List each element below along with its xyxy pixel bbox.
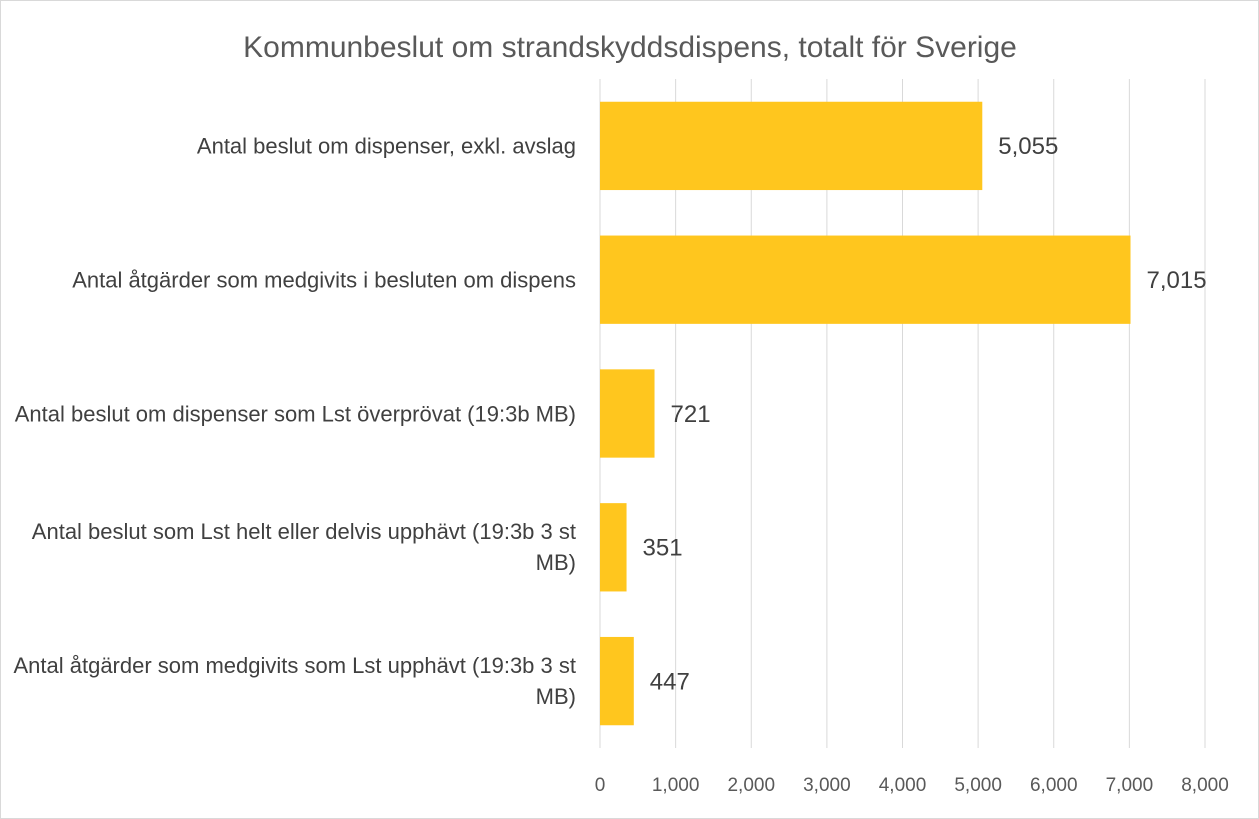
value-label: 7,015: [1147, 267, 1207, 294]
category-label: Antal beslut som Lst helt eller delvis u…: [31, 519, 576, 576]
x-tick-label: 2,000: [727, 775, 775, 796]
value-label: 447: [650, 668, 690, 695]
x-tick-label: 6,000: [1030, 775, 1078, 796]
chart-title: Kommunbeslut om strandskyddsdispens, tot…: [243, 31, 1017, 64]
category-label: Antal beslut om dispenser, exkl. avslag: [196, 133, 576, 159]
category-label: Antal åtgärder som medgivits som Lst upp…: [13, 653, 576, 710]
category-label: Antal beslut om dispenser som Lst överpr…: [14, 401, 576, 426]
x-tick-label: 5,000: [954, 775, 1002, 796]
bar: [600, 235, 1131, 324]
value-label: 5,055: [998, 133, 1058, 160]
category-label: Antal åtgärder som medgivits i besluten …: [72, 267, 576, 293]
x-tick-label: 8,000: [1181, 775, 1229, 796]
value-label: 351: [643, 535, 683, 562]
bar: [600, 101, 983, 191]
bar: [600, 503, 627, 592]
x-tick-label: 4,000: [879, 775, 927, 796]
bar: [600, 636, 634, 726]
bar: [600, 369, 655, 458]
x-tick-label: 0: [595, 775, 606, 796]
x-tick-label: 1,000: [652, 775, 700, 796]
value-label: 721: [671, 401, 711, 428]
x-tick-label: 3,000: [803, 775, 851, 796]
x-tick-label: 7,000: [1106, 775, 1154, 796]
